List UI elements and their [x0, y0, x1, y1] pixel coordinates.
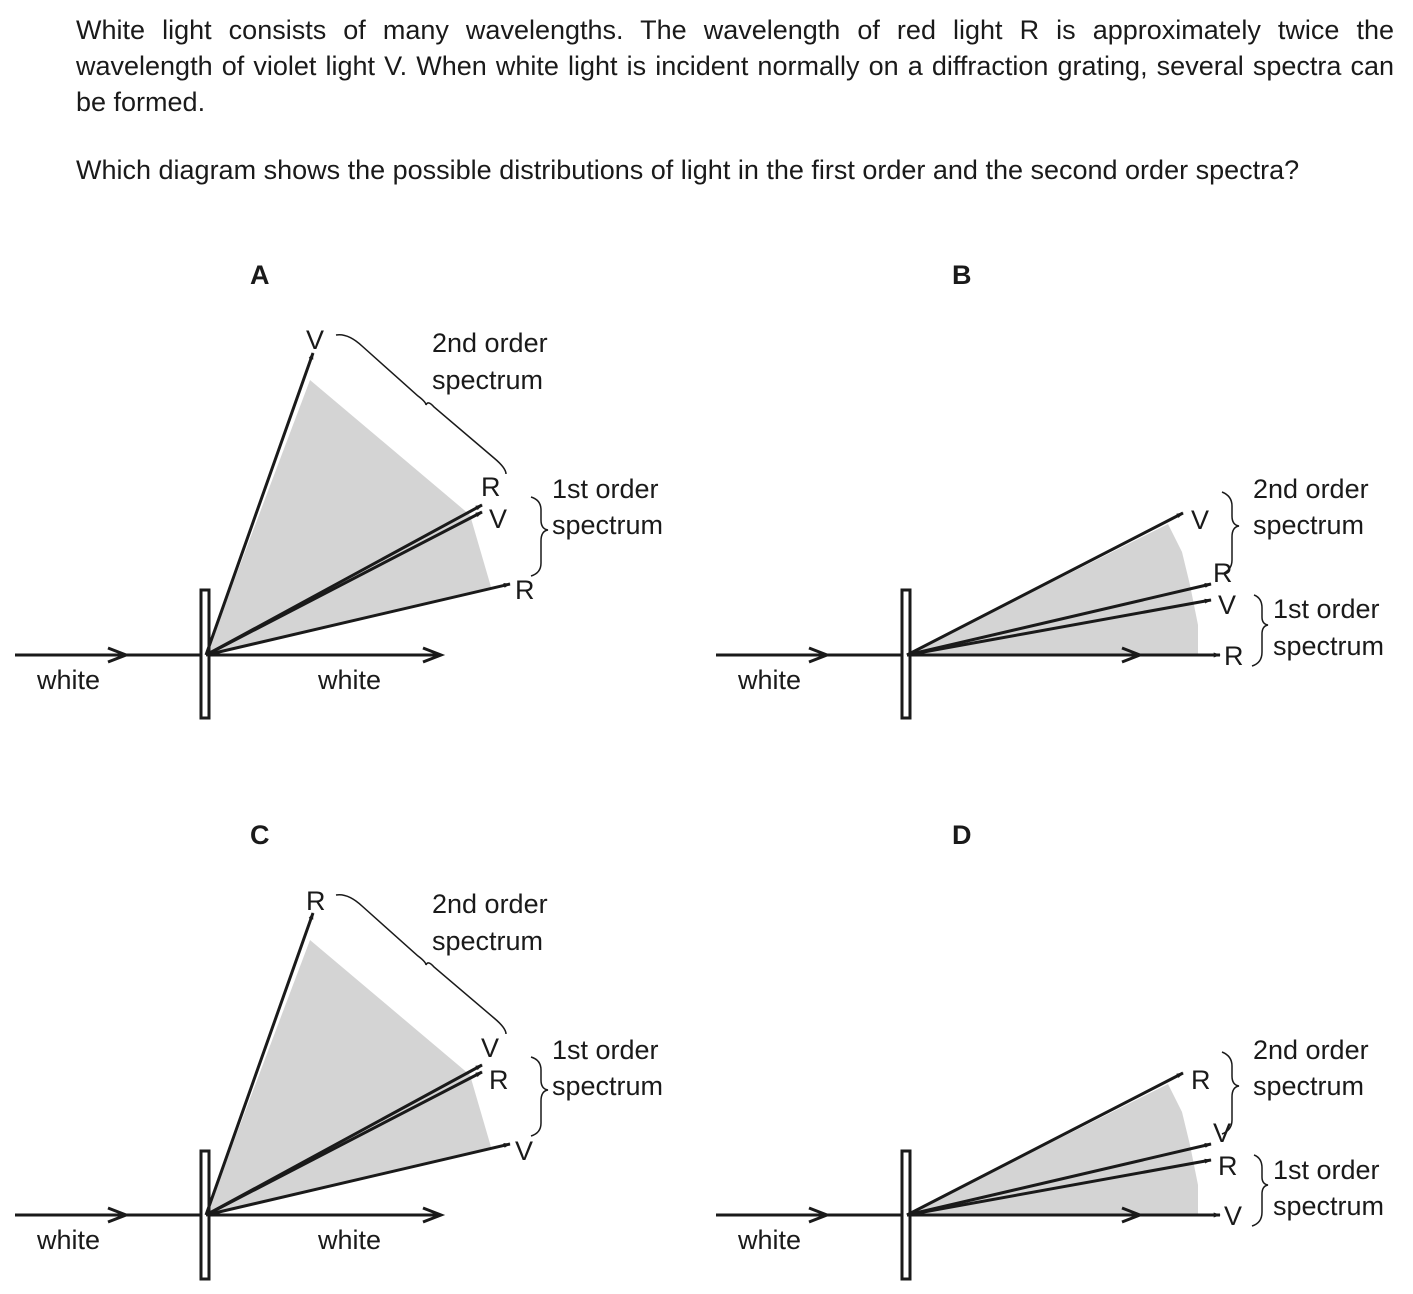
incident-ray-arrowhead — [808, 646, 832, 664]
first-order-spectrum-label-line2: spectrum — [1273, 631, 1384, 661]
second-order-upper-ray — [204, 352, 315, 656]
second-order-spectrum-label-line1: 2nd order — [432, 889, 548, 919]
first-order-spectrum-label-line2: spectrum — [1273, 1191, 1384, 1221]
question-paragraph-2: Which diagram shows the possible distrib… — [76, 155, 1300, 185]
second-order-spectrum-label-line2: spectrum — [432, 365, 543, 395]
first-order-brace — [530, 1056, 549, 1137]
second-order-upper-ray — [204, 912, 315, 1216]
first-order-top-label: V — [489, 504, 507, 534]
first-order-brace — [530, 496, 549, 577]
first-order-bottom-label: V — [515, 1136, 533, 1166]
transmitted-white-label: white — [317, 1225, 381, 1255]
first-order-lower-ray — [205, 582, 511, 657]
first-order-bottom-label: V — [1224, 1201, 1242, 1231]
spectrum-shading — [206, 380, 491, 655]
first-order-top-label: V — [1218, 590, 1236, 620]
zero-order-arrowhead — [1121, 646, 1145, 664]
incident-ray-arrowhead — [107, 646, 131, 664]
first-order-bottom-label: R — [515, 575, 535, 605]
second-order-top-label: V — [1191, 505, 1209, 535]
incident-ray-arrowhead — [107, 1206, 131, 1224]
first-order-upper-ray — [205, 510, 483, 657]
option-a-diagram: A white white V R V R 2nd order spectrum… — [15, 260, 663, 720]
second-order-spectrum-label-line2: spectrum — [432, 926, 543, 956]
second-order-bottom-label: R — [481, 472, 501, 502]
first-order-spectrum-label-line2: spectrum — [552, 1071, 663, 1101]
incident-white-label: white — [36, 665, 100, 695]
second-order-upper-ray — [906, 1071, 1184, 1217]
incident-ray-arrowhead — [808, 1206, 832, 1224]
second-order-brace — [335, 893, 507, 1035]
first-order-top-label: R — [1218, 1151, 1238, 1181]
option-b-letter: B — [952, 260, 972, 290]
second-order-bottom-label: V — [1213, 1118, 1231, 1148]
option-b-diagram: B white V R V R 2nd order spectrum 1st o… — [716, 260, 1384, 720]
option-c-letter: C — [250, 820, 270, 850]
option-c-diagram: C white white R V R V 2nd order spectrum… — [15, 820, 663, 1281]
second-order-top-label: V — [306, 325, 324, 355]
second-order-upper-ray — [906, 511, 1184, 657]
second-order-lower-ray — [906, 1142, 1212, 1217]
spectrum-shading — [206, 940, 491, 1215]
transmitted-ray-arrowhead — [422, 1206, 446, 1224]
incident-white-label: white — [36, 1225, 100, 1255]
second-order-brace — [335, 333, 507, 475]
question-paragraph-1: White light consists of many wavelengths… — [76, 15, 1394, 117]
first-order-lower-ray — [205, 1142, 511, 1217]
first-order-bottom-label: R — [1224, 641, 1244, 671]
first-order-spectrum-label-line1: 1st order — [552, 1035, 659, 1065]
second-order-bottom-label: R — [1213, 558, 1233, 588]
second-order-spectrum-label-line1: 2nd order — [1253, 1035, 1369, 1065]
second-order-top-label: R — [1191, 1065, 1211, 1095]
second-order-lower-ray — [906, 582, 1212, 657]
option-d-diagram: D white R V R V 2nd order spectrum 1st o… — [716, 820, 1384, 1281]
first-order-brace — [1251, 1154, 1269, 1227]
option-a-letter: A — [250, 260, 270, 290]
first-order-upper-ray — [205, 1070, 483, 1217]
second-order-brace — [1221, 1051, 1240, 1135]
second-order-spectrum-label-line1: 2nd order — [432, 328, 548, 358]
second-order-brace — [1221, 491, 1240, 575]
first-order-brace — [1251, 594, 1269, 667]
transmitted-ray-arrowhead — [422, 646, 446, 664]
first-order-upper-ray — [906, 1158, 1212, 1217]
second-order-spectrum-label-line2: spectrum — [1253, 510, 1364, 540]
first-order-spectrum-label-line1: 1st order — [552, 474, 659, 504]
first-order-spectrum-label-line1: 1st order — [1273, 594, 1380, 624]
second-order-spectrum-label-line1: 2nd order — [1253, 474, 1369, 504]
zero-order-arrowhead — [1121, 1206, 1145, 1224]
second-order-top-label: R — [306, 886, 326, 916]
second-order-spectrum-label-line2: spectrum — [1253, 1071, 1364, 1101]
incident-white-label: white — [737, 665, 801, 695]
first-order-spectrum-label-line1: 1st order — [1273, 1155, 1380, 1185]
first-order-upper-ray — [906, 598, 1212, 657]
first-order-spectrum-label-line2: spectrum — [552, 510, 663, 540]
spectrum-shading — [907, 1084, 1198, 1215]
first-order-top-label: R — [489, 1065, 509, 1095]
option-d-letter: D — [952, 820, 972, 850]
transmitted-white-label: white — [317, 665, 381, 695]
spectrum-shading — [907, 524, 1198, 655]
incident-white-label: white — [737, 1225, 801, 1255]
second-order-bottom-label: V — [481, 1033, 499, 1063]
